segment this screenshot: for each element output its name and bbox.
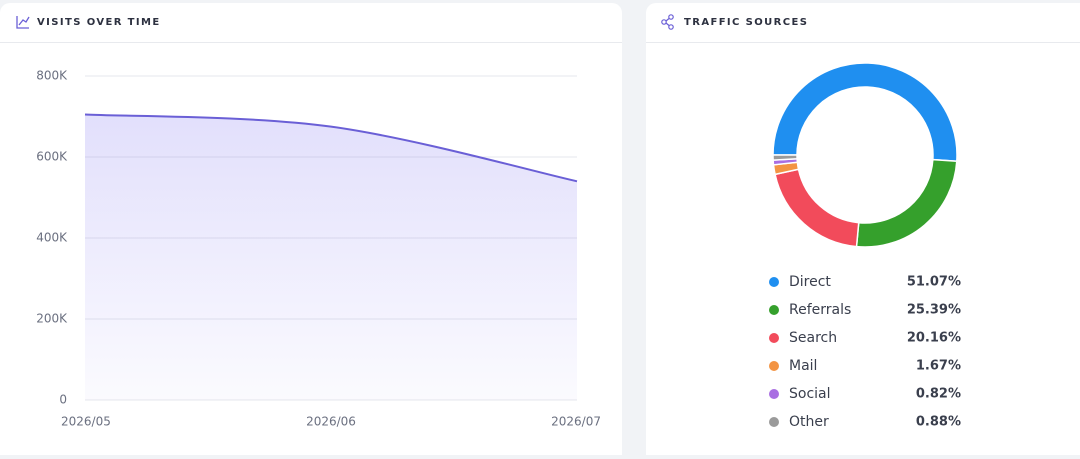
legend-dot	[769, 361, 779, 371]
legend-value: 20.16%	[907, 331, 961, 346]
legend-label: Direct	[789, 274, 831, 290]
y-tick-label: 400K	[36, 231, 68, 245]
legend-value: 0.82%	[916, 387, 961, 402]
donut-segment	[772, 154, 798, 161]
legend-label: Search	[789, 330, 837, 346]
legend-dot	[769, 389, 779, 399]
legend-label: Social	[789, 386, 831, 402]
donut-segment	[772, 62, 958, 163]
legend-dot	[769, 277, 779, 287]
legend-dot	[769, 417, 779, 427]
legend-value: 0.88%	[916, 415, 961, 430]
y-tick-label: 0	[59, 393, 67, 407]
y-tick-label: 800K	[36, 69, 68, 83]
legend-dot	[769, 333, 779, 343]
x-tick-label: 2026/06	[306, 415, 356, 429]
legend-value: 51.07%	[907, 275, 961, 290]
x-tick-label: 2026/05	[61, 415, 111, 429]
y-tick-label: 600K	[36, 150, 68, 164]
card-title: TRAFFIC SOURCES	[684, 17, 808, 28]
x-tick-label: 2026/07	[551, 415, 601, 429]
legend-label: Other	[789, 414, 829, 430]
legend-value: 1.67%	[916, 359, 961, 374]
legend-value: 25.39%	[907, 303, 961, 318]
card-title: VISITS OVER TIME	[37, 17, 161, 28]
area	[85, 114, 577, 400]
line	[84, 113, 578, 183]
legend-label: Referrals	[789, 302, 851, 318]
y-tick-label: 200K	[36, 312, 68, 326]
icon	[661, 14, 674, 30]
legend-label: Mail	[789, 358, 817, 374]
legend-dot	[769, 305, 779, 315]
icon	[16, 16, 30, 29]
